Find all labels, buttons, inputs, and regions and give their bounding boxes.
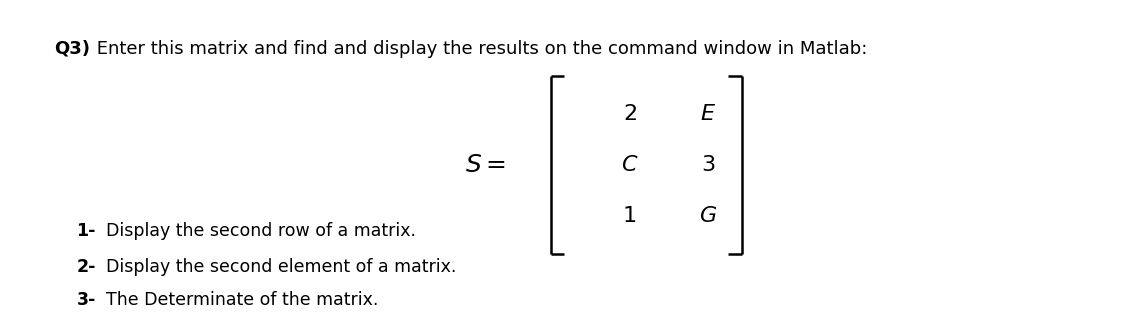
Text: $C$: $C$ (620, 154, 638, 176)
Text: $2$: $2$ (623, 103, 636, 125)
Text: $E$: $E$ (700, 103, 716, 125)
Text: $1$: $1$ (623, 205, 636, 227)
Text: 3-: 3- (76, 291, 96, 309)
Text: $3$: $3$ (701, 154, 715, 176)
Text: Display the second row of a matrix.: Display the second row of a matrix. (106, 222, 416, 240)
Text: 2-: 2- (76, 258, 96, 276)
Text: The Determinate of the matrix.: The Determinate of the matrix. (106, 291, 378, 309)
Text: $S =$: $S =$ (465, 153, 506, 177)
Text: Display the second element of a matrix.: Display the second element of a matrix. (106, 258, 456, 276)
Text: Q3): Q3) (54, 40, 90, 58)
Text: Enter this matrix and find and display the results on the command window in Matl: Enter this matrix and find and display t… (91, 40, 868, 58)
Text: $G$: $G$ (699, 205, 717, 227)
Text: 1-: 1- (76, 222, 96, 240)
